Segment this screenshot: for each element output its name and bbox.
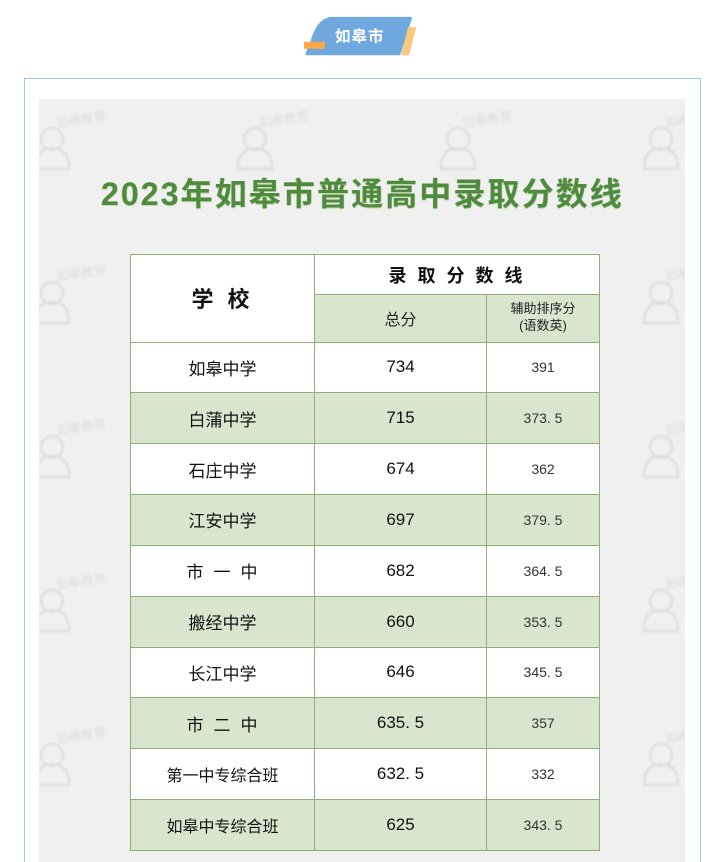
svg-text:如皋市: 如皋市 (335, 27, 385, 46)
